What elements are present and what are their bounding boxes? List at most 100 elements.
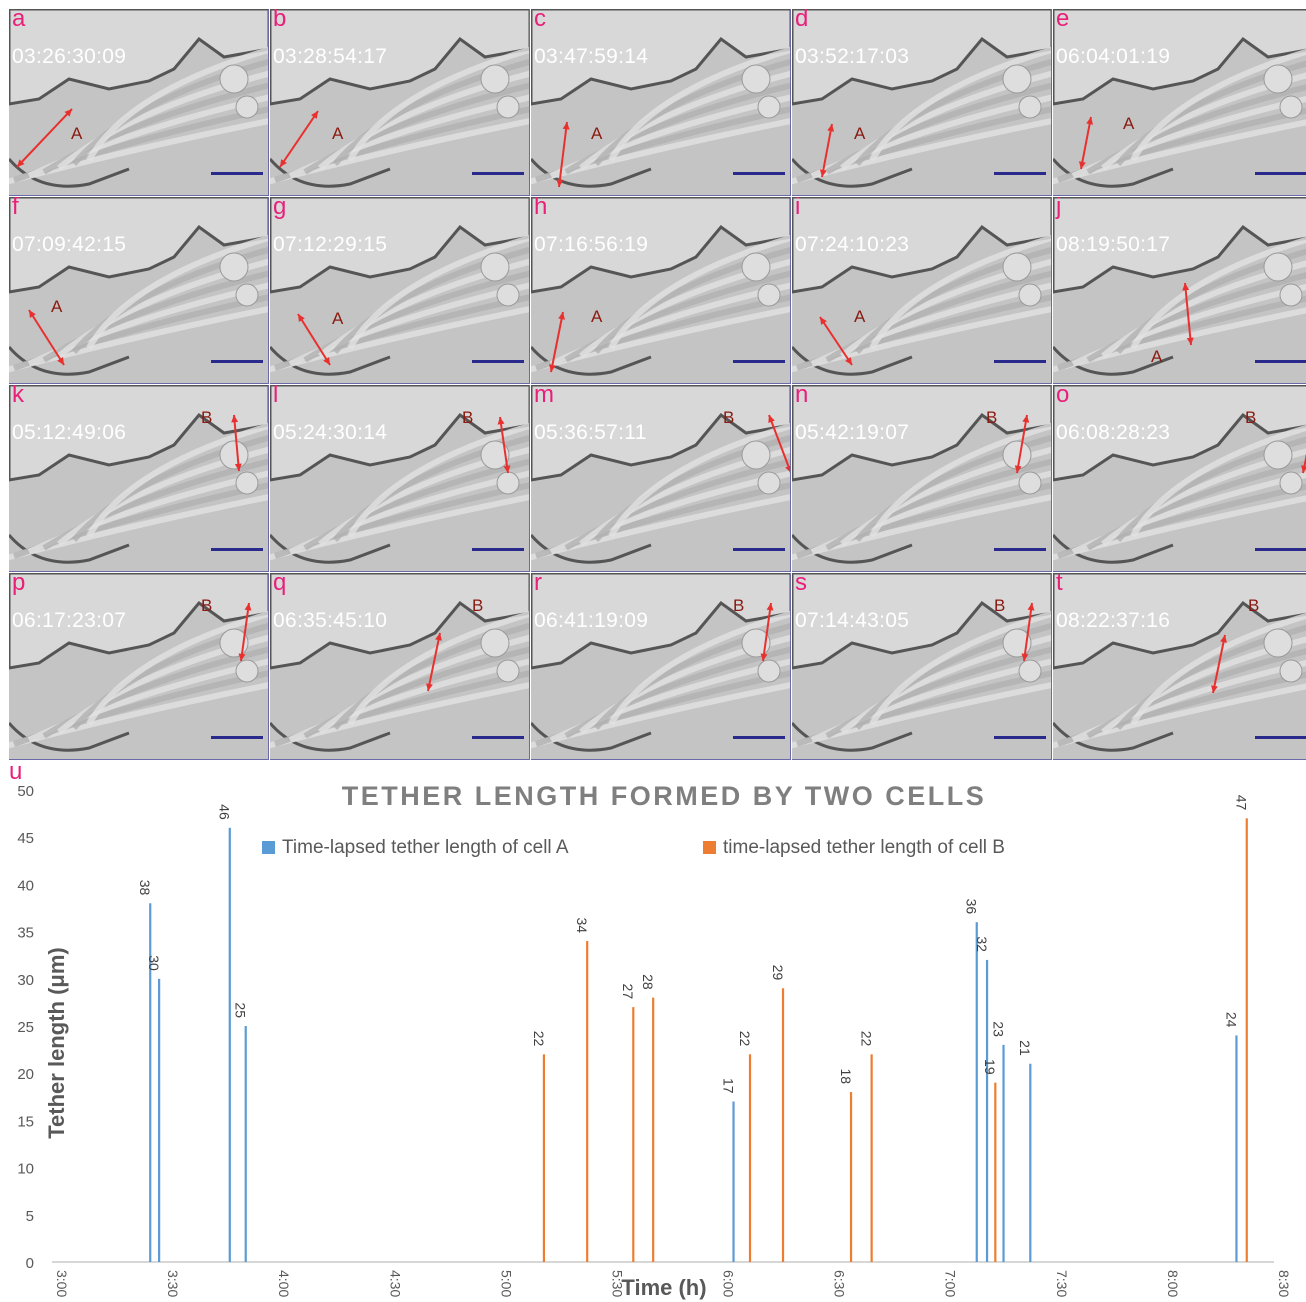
panel-timestamp: 08:22:37:16 bbox=[1056, 609, 1171, 632]
legend-label-cell-b: time-lapsed tether length of cell B bbox=[723, 837, 1005, 858]
legend-label-cell-a: Time-lapsed tether length of cell A bbox=[282, 837, 569, 858]
panel-timestamp: 07:12:29:15 bbox=[273, 233, 388, 256]
cell-label: B bbox=[986, 408, 998, 427]
tether-length-chart: TETHER LENGTH FORMED BY TWO CELLS Time-l… bbox=[17, 781, 1292, 1300]
tether-arrow bbox=[819, 316, 853, 366]
tether-arrow bbox=[819, 123, 835, 178]
bar-cell-b bbox=[652, 997, 655, 1262]
data-label: 22 bbox=[737, 1031, 753, 1047]
y-axis-ticks: 0 5 10 15 20 25 30 35 40 45 50 bbox=[17, 783, 34, 1272]
panel-label: k bbox=[12, 385, 24, 408]
micrograph-image bbox=[1053, 385, 1306, 571]
tether-arrow bbox=[238, 602, 252, 662]
scale-bar bbox=[211, 548, 263, 551]
panel-timestamp: 08:19:50:17 bbox=[1056, 233, 1171, 256]
micrograph-image bbox=[1053, 197, 1306, 383]
data-label: 23 bbox=[990, 1021, 1006, 1037]
scale-bar bbox=[211, 736, 263, 739]
cell-label: B bbox=[201, 596, 213, 615]
cell-label: B bbox=[723, 408, 735, 427]
scale-bar bbox=[994, 548, 1046, 551]
micrograph-panel-j: j 08:19:50:17 A bbox=[1053, 197, 1306, 384]
panel-label: m bbox=[534, 385, 554, 408]
data-label: 29 bbox=[770, 965, 786, 981]
bar-cell-a bbox=[1235, 1035, 1238, 1262]
legend-swatch-cell-a bbox=[262, 841, 275, 854]
y-tick-label: 15 bbox=[17, 1113, 34, 1130]
tether-arrow bbox=[279, 110, 319, 168]
cell-label: A bbox=[854, 307, 866, 326]
tether-arrow bbox=[549, 311, 565, 373]
micrograph-image bbox=[792, 385, 1051, 571]
panel-label-u: u bbox=[9, 758, 23, 785]
tether-arrow bbox=[768, 414, 790, 474]
data-label: 22 bbox=[531, 1031, 547, 1047]
bar-cell-a bbox=[228, 827, 231, 1262]
scale-bar bbox=[472, 736, 524, 739]
micrograph-panel-h: h 07:16:56:19 A bbox=[531, 197, 791, 384]
micrograph-panel-d: d 03:52:17:03 A bbox=[792, 9, 1052, 196]
tether-arrow bbox=[297, 313, 331, 366]
panel-timestamp: 05:42:19:07 bbox=[795, 421, 910, 444]
bar-cell-b bbox=[632, 1007, 635, 1262]
data-label: 22 bbox=[859, 1031, 875, 1047]
cell-label: A bbox=[1151, 347, 1163, 366]
scale-bar bbox=[994, 736, 1046, 739]
data-label: 27 bbox=[620, 984, 636, 1000]
micrograph-image bbox=[270, 197, 529, 383]
panel-label: n bbox=[795, 385, 809, 408]
scale-bar bbox=[1255, 548, 1306, 551]
x-tick-label: 6:00 bbox=[721, 1270, 737, 1297]
cell-label: B bbox=[462, 408, 474, 427]
panel-label: p bbox=[12, 573, 26, 596]
x-tick-label: 4:00 bbox=[276, 1270, 292, 1297]
panel-label: q bbox=[273, 573, 287, 596]
micrograph-image bbox=[1053, 9, 1306, 195]
micrograph-panel-r: r 06:41:19:09 B bbox=[531, 573, 791, 760]
y-tick-label: 35 bbox=[17, 925, 34, 942]
x-tick-label: 7:00 bbox=[943, 1270, 959, 1297]
micrograph-panel-c: c 03:47:59:14 A bbox=[531, 9, 791, 196]
y-tick-label: 50 bbox=[17, 783, 34, 800]
tether-arrow bbox=[426, 632, 442, 692]
chart-legend: Time-lapsed tether length of cell A time… bbox=[262, 837, 1005, 858]
panel-label: r bbox=[534, 573, 542, 596]
scale-bar bbox=[211, 172, 263, 175]
data-label: 28 bbox=[640, 974, 656, 990]
panel-label: d bbox=[795, 9, 809, 32]
tether-arrow bbox=[760, 602, 774, 662]
panel-label: a bbox=[12, 9, 26, 32]
tether-arrow bbox=[1014, 414, 1030, 474]
panel-timestamp: 06:41:19:09 bbox=[534, 609, 649, 632]
micrograph-panel-g: g 07:12:29:15 A bbox=[270, 197, 530, 384]
micrograph-image bbox=[9, 197, 268, 383]
bar-cell-a bbox=[158, 978, 161, 1262]
panel-label: s bbox=[795, 573, 807, 596]
micrograph-panel-q: q 06:35:45:10 B bbox=[270, 573, 530, 760]
panel-timestamp: 05:24:30:14 bbox=[273, 421, 388, 444]
panel-label: b bbox=[273, 9, 287, 32]
scale-bar bbox=[733, 736, 785, 739]
cell-label: A bbox=[332, 309, 344, 328]
tether-arrow bbox=[28, 309, 65, 366]
data-label: 34 bbox=[574, 917, 590, 933]
micrograph-panel-t: t 08:22:37:16 B bbox=[1053, 573, 1306, 760]
panel-label: j bbox=[1056, 197, 1062, 220]
panel-label: e bbox=[1056, 9, 1070, 32]
micrograph-image bbox=[531, 385, 790, 571]
panel-timestamp: 06:04:01:19 bbox=[1056, 45, 1171, 68]
y-tick-label: 0 bbox=[26, 1255, 34, 1272]
data-label: 25 bbox=[233, 1002, 249, 1018]
tether-arrow bbox=[16, 108, 73, 168]
scale-bar bbox=[733, 548, 785, 551]
bar-cell-a bbox=[1029, 1063, 1032, 1262]
scale-bar bbox=[733, 172, 785, 175]
y-tick-label: 30 bbox=[17, 972, 34, 989]
panel-label: i bbox=[795, 197, 801, 220]
chart-title: TETHER LENGTH FORMED BY TWO CELLS bbox=[342, 781, 987, 811]
cell-label: A bbox=[51, 297, 63, 316]
panel-label: c bbox=[534, 9, 546, 32]
scale-bar bbox=[994, 360, 1046, 363]
micrograph-panel-l: l 05:24:30:14 B bbox=[270, 385, 530, 572]
